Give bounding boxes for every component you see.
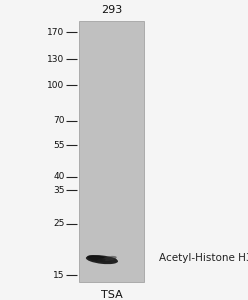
Text: Acetyl-Histone H3 (K14): Acetyl-Histone H3 (K14) [159, 253, 248, 263]
Text: 130: 130 [47, 55, 64, 64]
Text: 170: 170 [47, 28, 64, 37]
Text: 15: 15 [53, 271, 64, 280]
Text: 25: 25 [53, 220, 64, 229]
Text: 70: 70 [53, 116, 64, 125]
Ellipse shape [88, 257, 106, 262]
Text: 100: 100 [47, 81, 64, 90]
Text: TSA: TSA [101, 290, 123, 299]
Text: 55: 55 [53, 141, 64, 150]
Ellipse shape [87, 255, 112, 262]
Text: 293: 293 [101, 5, 122, 15]
FancyBboxPatch shape [79, 21, 144, 282]
Ellipse shape [97, 257, 117, 263]
Ellipse shape [86, 255, 118, 264]
Text: 40: 40 [53, 172, 64, 182]
Text: 35: 35 [53, 186, 64, 195]
Ellipse shape [102, 256, 117, 261]
